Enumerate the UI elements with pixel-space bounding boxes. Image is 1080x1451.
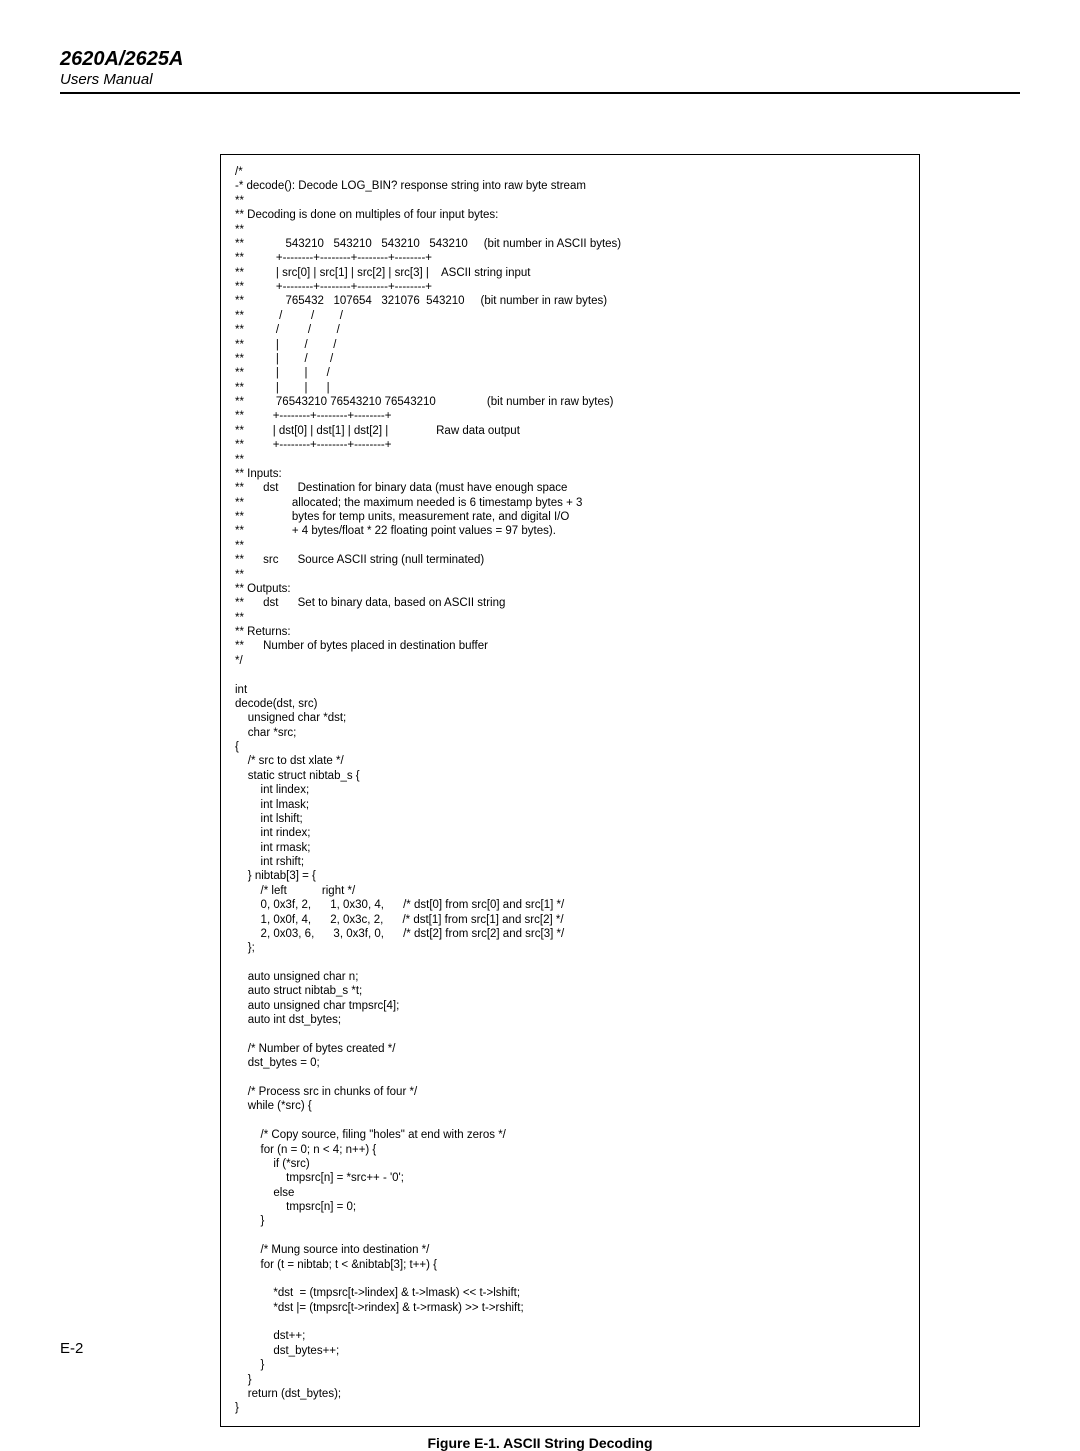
model-label: 2620A/2625A	[60, 48, 1020, 71]
manual-label: Users Manual	[60, 71, 1020, 88]
code-listing: /* -* decode(): Decode LOG_BIN? response…	[220, 154, 920, 1427]
figure-caption: Figure E-1. ASCII String Decoding	[60, 1435, 1020, 1451]
page-header: 2620A/2625A Users Manual	[60, 48, 1020, 94]
page-number: E-2	[60, 1340, 83, 1357]
